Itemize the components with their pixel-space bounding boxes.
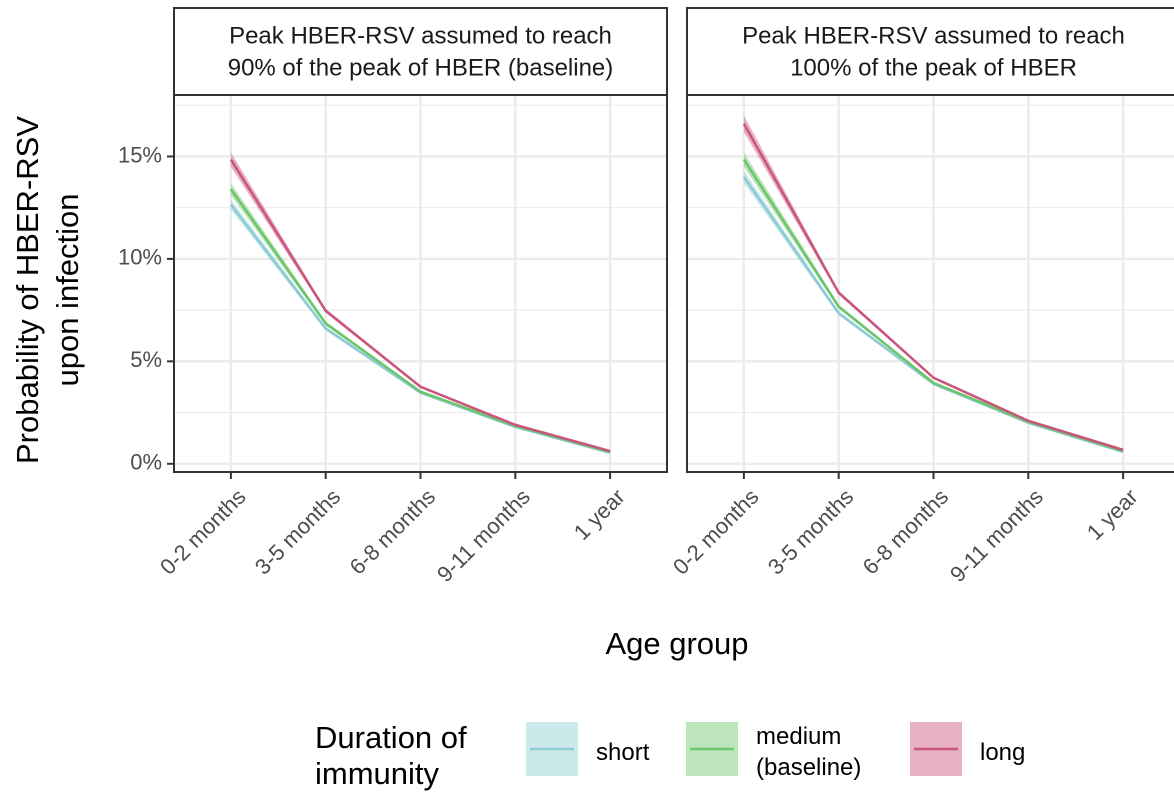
y-tick-label: 0%: [130, 450, 162, 475]
x-tick-label: 9-11 months: [945, 484, 1048, 587]
legend-label-box: medium (baseline): [756, 723, 862, 781]
legend-title: Duration of: [315, 720, 467, 755]
strip-title: 90% of the peak of HBER (baseline): [228, 54, 614, 81]
x-tick-label: 0-2 months: [668, 484, 764, 580]
x-tick-label: 0-2 months: [155, 484, 251, 580]
y-tick-label: 5%: [130, 347, 162, 372]
strip-box: [686, 7, 1174, 96]
line: [742, 123, 1124, 452]
y-tick-label: 10%: [118, 245, 162, 270]
strip-title: 100% of the peak of HBER: [790, 54, 1077, 81]
y-axis-title: Probability of HBER-RSV: [10, 116, 45, 464]
x-tick-label: 1 year: [1082, 484, 1143, 545]
legend-label: short: [596, 738, 650, 766]
legend-label: long: [980, 738, 1026, 766]
legend-label-box: short: [596, 738, 650, 766]
strip-title: Peak HBER-RSV assumed to reach: [742, 22, 1125, 49]
x-tick-label: 9-11 months: [432, 484, 535, 587]
x-tick-label: 6-8 months: [345, 484, 441, 580]
legend-title: immunity: [315, 756, 440, 791]
y-axis-title: upon infection: [50, 193, 85, 386]
legend-label: medium (baseline): [756, 723, 862, 781]
y-tick-label: 15%: [118, 142, 162, 167]
x-tick-label: 3-5 months: [763, 484, 859, 580]
line: [229, 158, 611, 453]
x-tick-label: 6-8 months: [858, 484, 954, 580]
strip-box: [173, 7, 668, 96]
x-tick-label: 3-5 months: [250, 484, 346, 580]
strip-title: Peak HBER-RSV assumed to reach: [229, 22, 612, 49]
panel-background: [687, 95, 1174, 472]
x-tick-label: 1 year: [569, 484, 630, 545]
x-axis-title: Age group: [605, 626, 748, 661]
legend-label-box: long: [980, 738, 1026, 766]
